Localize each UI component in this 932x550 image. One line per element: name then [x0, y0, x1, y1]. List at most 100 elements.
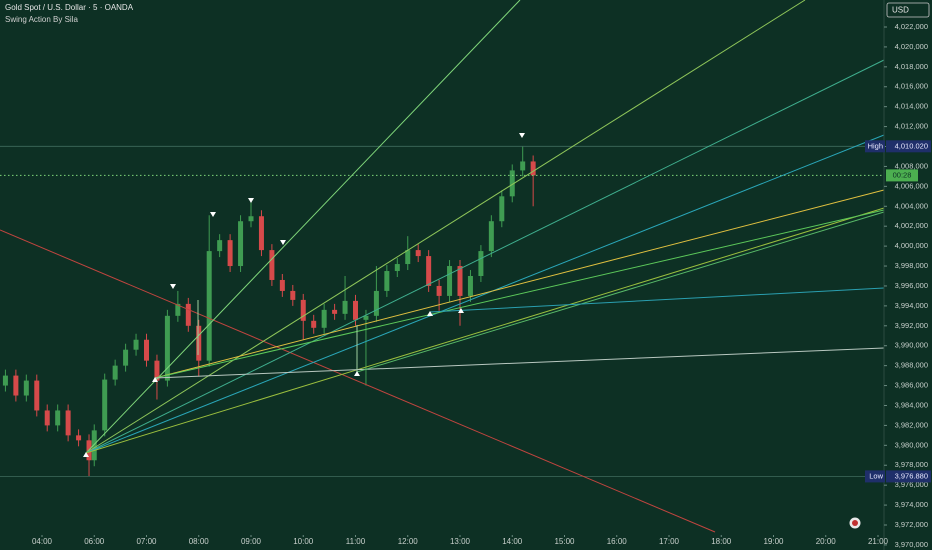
- candle-body: [2, 375, 8, 386]
- candle-body: [373, 290, 379, 316]
- indicator-name: Swing Action By Sila: [5, 15, 78, 24]
- trend-line: [85, 0, 806, 454]
- candle-body: [34, 380, 40, 411]
- y-tick-label: 4,018,000: [895, 62, 928, 71]
- swing-high-marker: [170, 284, 176, 289]
- candle-body: [457, 266, 463, 296]
- candle-body: [530, 161, 536, 176]
- candle-body: [405, 250, 411, 265]
- flag-icon-center: [852, 520, 858, 526]
- swing-high-marker: [210, 212, 216, 217]
- plot-area: [0, 145, 884, 477]
- y-tick-label: 3,990,000: [895, 341, 928, 350]
- currency-label[interactable]: USD: [892, 6, 909, 15]
- candle-body: [44, 410, 50, 426]
- candle-body: [279, 279, 285, 291]
- x-tick-label: 14:00: [502, 537, 523, 546]
- x-tick-label: 16:00: [607, 537, 628, 546]
- candle-body: [426, 256, 432, 286]
- candle-body: [227, 240, 233, 267]
- candle-body: [133, 339, 139, 350]
- swing-low-marker: [152, 377, 158, 382]
- x-tick-label: 10:00: [293, 537, 314, 546]
- trend-line: [85, 134, 885, 454]
- level-value-box: [886, 140, 931, 153]
- candle-body: [13, 375, 19, 396]
- swing-high-marker: [519, 133, 525, 138]
- candle-body: [363, 315, 369, 320]
- candle-body: [91, 430, 97, 461]
- y-tick-label: 4,004,000: [895, 201, 928, 210]
- x-tick-label: 08:00: [189, 537, 210, 546]
- y-tick-label: 3,988,000: [895, 361, 928, 370]
- swing-lines: [0, 0, 885, 533]
- candle-body: [112, 365, 118, 380]
- candle-body: [332, 309, 338, 314]
- y-tick-label: 3,976,000: [895, 480, 928, 489]
- trend-line: [154, 209, 885, 379]
- level-value-box: [886, 470, 931, 483]
- level-value: 3,976.880: [895, 471, 928, 480]
- swing-low-marker: [458, 308, 464, 313]
- y-tick-label: 3,996,000: [895, 281, 928, 290]
- axes: 3,970,0003,972,0003,974,0003,976,0003,97…: [32, 22, 931, 549]
- y-tick-label: 3,980,000: [895, 440, 928, 449]
- candle-body: [238, 221, 244, 267]
- y-tick-label: 3,978,000: [895, 460, 928, 469]
- x-tick-label: 18:00: [711, 537, 732, 546]
- candle-body: [342, 300, 348, 314]
- x-tick-label: 04:00: [32, 537, 53, 546]
- swing-high-marker: [248, 198, 254, 203]
- candle-body: [499, 196, 505, 222]
- trend-line: [356, 211, 885, 373]
- candle-body: [311, 320, 317, 328]
- candle-body: [175, 303, 181, 316]
- level-tag: [865, 470, 885, 483]
- countdown: 00:28: [893, 170, 912, 179]
- y-tick-label: 3,974,000: [895, 500, 928, 509]
- y-tick-label: 3,970,000: [895, 540, 928, 549]
- trend-line: [85, 59, 885, 454]
- y-tick-label: 3,994,000: [895, 301, 928, 310]
- trend-line: [85, 207, 885, 454]
- y-tick-label: 4,006,000: [895, 181, 928, 190]
- y-tick-label: 3,972,000: [895, 520, 928, 529]
- x-tick-label: 20:00: [816, 537, 837, 546]
- candle-body: [102, 379, 108, 431]
- y-tick-label: 4,002,000: [895, 221, 928, 230]
- candle-body: [185, 303, 191, 326]
- candle-body: [436, 285, 442, 296]
- candle-body: [384, 271, 390, 291]
- candle-body: [23, 380, 29, 396]
- candle-body: [290, 290, 296, 300]
- x-tick-label: 21:00: [868, 537, 889, 546]
- candle-body: [65, 410, 71, 436]
- swing-high-marker: [280, 240, 286, 245]
- swing-low-marker: [83, 452, 89, 457]
- candle-body: [321, 309, 327, 328]
- candle-body: [478, 251, 484, 276]
- x-tick-label: 17:00: [659, 537, 680, 546]
- candle-body: [154, 360, 160, 381]
- candle-body: [415, 250, 421, 257]
- candle-body: [467, 275, 473, 296]
- candle-body: [447, 266, 453, 296]
- trend-line: [0, 229, 716, 533]
- x-tick-label: 12:00: [398, 537, 419, 546]
- currency-button[interactable]: [886, 2, 930, 18]
- x-tick-label: 19:00: [763, 537, 784, 546]
- candle-body: [269, 250, 275, 280]
- candle-body: [520, 161, 526, 171]
- y-tick-label: 4,000,000: [895, 241, 928, 250]
- x-tick-label: 06:00: [84, 537, 105, 546]
- y-tick-label: 3,982,000: [895, 420, 928, 429]
- x-tick-label: 13:00: [450, 537, 471, 546]
- candle-body: [248, 216, 254, 222]
- y-tick-label: 4,016,000: [895, 82, 928, 91]
- x-tick-label: 07:00: [136, 537, 157, 546]
- candle-body: [164, 315, 170, 381]
- level-value: 4,010.020: [895, 141, 928, 150]
